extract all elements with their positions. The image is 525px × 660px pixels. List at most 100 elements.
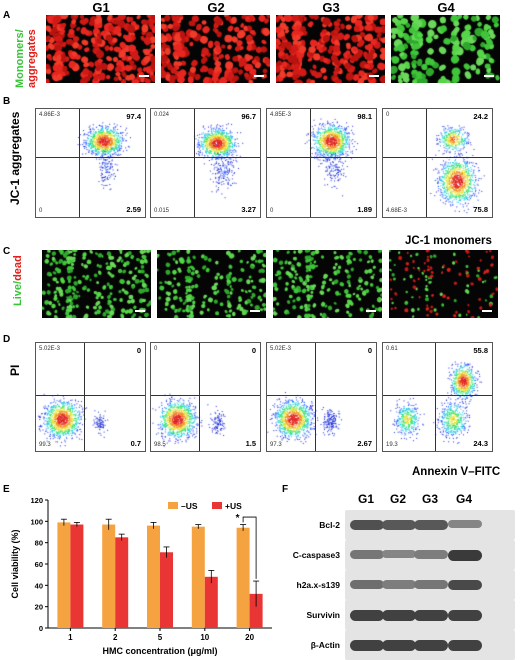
x-tick-label: 20 (245, 633, 254, 642)
quadrant-gate-vertical (315, 343, 316, 451)
x-axis-title: HMC concentration (μg/ml) (102, 646, 217, 656)
panel-label-f: F (282, 484, 289, 495)
quadrant-lower-right-value: 3.27 (241, 205, 256, 214)
quadrant-upper-left-value: 0.61 (386, 346, 398, 352)
jc1-image-g2 (161, 15, 270, 83)
group-header-g2: G2 (207, 0, 225, 15)
quadrant-upper-left-value: 5.02E-3 (270, 346, 292, 352)
blot-row-label: C-caspase3 (292, 550, 340, 560)
blot-band (414, 580, 448, 589)
flow-plot-d-g2: 0 0 98.5 1.5 (150, 342, 261, 452)
cell-image-canvas (389, 250, 498, 318)
blot-band (382, 520, 416, 530)
quadrant-upper-right-value: 98.1 (357, 112, 372, 121)
quadrant-gate-vertical (79, 109, 80, 217)
quadrant-gate-vertical (84, 343, 85, 451)
quadrant-upper-left-value: 5.02E-3 (39, 346, 61, 352)
quadrant-upper-right-value: 24.2 (473, 112, 488, 121)
bar-minus-us (191, 526, 205, 628)
significance-bracket (242, 516, 257, 579)
quadrant-lower-left-value: 97.3 (270, 442, 282, 448)
quadrant-gate-vertical (194, 109, 195, 217)
panel-a-ylabel: Monomers/ aggregates (14, 29, 38, 88)
quadrant-upper-left-value: 0.024 (154, 112, 170, 118)
quadrant-upper-left-value: 0 (386, 112, 390, 118)
blot-band (382, 610, 416, 621)
blot-band (448, 610, 482, 621)
cell-image-canvas (157, 250, 266, 318)
legend-swatch (212, 502, 222, 509)
group-header-g4: G4 (437, 0, 455, 15)
quadrant-upper-right-value: 0 (367, 346, 372, 355)
panel-label-a: A (3, 10, 11, 21)
cell-image-canvas (391, 15, 500, 83)
ylabel-live: Live/ (12, 280, 24, 306)
panel-b-xlabel: JC-1 monomers (405, 235, 492, 247)
flow-plot-d-g3: 5.02E-3 0 97.3 2.67 (266, 342, 377, 452)
quadrant-gate-horizontal (36, 395, 145, 396)
quadrant-lower-right-value: 0.7 (130, 439, 141, 448)
jc1-image-g3 (276, 15, 385, 83)
ylabel-aggregates: aggregates (26, 29, 38, 88)
flow-scatter-canvas (383, 343, 492, 451)
blot-band (414, 640, 448, 651)
flow-plot-b-g3: 4.85E-3 98.1 0 1.89 (266, 108, 377, 218)
blot-band (350, 580, 384, 589)
y-tick-label: 0 (39, 624, 43, 633)
quadrant-upper-right-value: 96.7 (241, 112, 256, 121)
x-tick-label: 1 (68, 633, 73, 642)
quadrant-gate-horizontal (151, 395, 260, 396)
bar-plus-us (160, 552, 173, 628)
group-header-g3: G3 (322, 0, 340, 15)
blot-band (382, 580, 416, 589)
quadrant-lower-right-value: 2.67 (357, 439, 372, 448)
bar-minus-us (147, 525, 160, 628)
quadrant-lower-left-value: 0 (39, 208, 43, 214)
blot-band (414, 520, 448, 530)
blot-band (350, 520, 384, 530)
blot-group-g3: G3 (422, 492, 439, 506)
significance-star: * (236, 513, 240, 524)
quadrant-gate-horizontal (383, 395, 492, 396)
y-axis-title: Cell viability (%) (10, 529, 20, 598)
quadrant-upper-left-value: 0 (154, 346, 158, 352)
y-tick-label: 120 (30, 496, 43, 505)
bar-minus-us (236, 527, 250, 628)
flow-scatter-canvas (267, 109, 376, 217)
blot-band (350, 550, 384, 559)
flow-plot-d-g4: 0.61 55.8 19.3 24.3 (382, 342, 493, 452)
legend-label: +US (225, 501, 242, 511)
bar-plus-us (70, 524, 84, 628)
quadrant-upper-left-value: 4.85E-3 (270, 112, 292, 118)
panel-d-xlabel: Annexin V–FITC (412, 466, 501, 478)
x-tick-label: 2 (113, 633, 118, 642)
live-dead-image-g2 (157, 250, 266, 318)
quadrant-lower-right-value: 2.59 (126, 205, 141, 214)
quadrant-lower-left-value: 98.5 (154, 442, 166, 448)
flow-scatter-canvas (151, 109, 260, 217)
flow-plot-b-g4: 0 24.2 4.68E-3 75.8 (382, 108, 493, 218)
quadrant-gate-vertical (199, 343, 200, 451)
flow-plot-d-g1: 5.02E-3 0 99.3 0.7 (35, 342, 146, 452)
jc1-image-g4 (391, 15, 500, 83)
cell-image-canvas (273, 250, 382, 318)
panel-label-c: C (3, 246, 11, 257)
quadrant-gate-horizontal (151, 157, 260, 158)
blot-band (382, 640, 416, 651)
ylabel-monomers: Monomers/ (14, 29, 26, 88)
quadrant-gate-vertical (310, 109, 311, 217)
ylabel-dead: dead (12, 255, 24, 281)
panel-c-ylabel: Live/dead (12, 255, 24, 306)
quadrant-lower-right-value: 1.5 (245, 439, 256, 448)
bar-minus-us (102, 524, 116, 628)
blot-row-label: β-Actin (310, 640, 340, 650)
flow-plot-b-g1: 4.86E-3 97.4 0 2.59 (35, 108, 146, 218)
quadrant-upper-right-value: 0 (136, 346, 141, 355)
cell-image-canvas (161, 15, 270, 83)
blot-band (350, 610, 384, 621)
blot-group-g1: G1 (358, 492, 375, 506)
quadrant-gate-horizontal (267, 157, 376, 158)
flow-scatter-canvas (267, 343, 376, 451)
jc1-image-g1 (46, 15, 155, 83)
quadrant-gate-vertical (435, 343, 436, 451)
